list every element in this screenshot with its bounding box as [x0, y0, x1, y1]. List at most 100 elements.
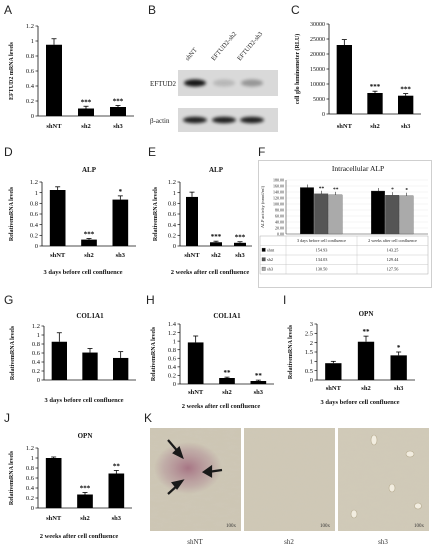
- chart-h-col1a1-2weeks: COL1A1 00.2 0.4 0.60.8 11.2 1.4 RelativemRNA l…: [151, 312, 274, 410]
- micrograph-label-sh2: sh2: [284, 538, 294, 546]
- significance-label: **: [333, 187, 339, 193]
- y-tick-label: 160.00: [273, 184, 284, 189]
- y-tick-label: 0.8: [26, 465, 34, 472]
- y-tick-label: 1: [31, 455, 34, 462]
- y-tick-label: 5000: [313, 97, 325, 103]
- legend-swatch: [261, 247, 266, 252]
- y-tick-label: 0.2: [30, 233, 38, 240]
- x-category-label: sh2: [81, 123, 90, 130]
- bar: [186, 196, 198, 246]
- y-tick-label: 0.6: [26, 68, 35, 75]
- bar: [81, 239, 97, 246]
- bar: [108, 473, 125, 508]
- panel-label-h: H: [146, 293, 155, 307]
- data-table-cell: 130.50: [316, 267, 328, 272]
- x-category-label: sh2: [361, 385, 370, 392]
- bar: [357, 341, 375, 380]
- significance-label: *: [405, 188, 408, 194]
- micrograph-sh3: 100x: [338, 428, 429, 531]
- y-tick-label: 0.4: [32, 359, 41, 366]
- significance-label: *: [397, 344, 401, 352]
- y-tick-label: 0.8: [32, 341, 40, 348]
- y-tick-label: 0.6: [32, 350, 41, 357]
- y-tick-label: 0.2: [168, 373, 176, 380]
- panel-label-b: B: [148, 3, 157, 17]
- x-category-label: sh3: [254, 389, 264, 396]
- micrograph-label-sh3: sh3: [378, 538, 388, 546]
- y-tick-label: 1.2: [30, 179, 38, 186]
- y-tick-label: 40.00: [275, 220, 284, 225]
- y-tick-label: 0.6: [168, 211, 177, 218]
- data-table-cell: 143.25: [387, 248, 399, 253]
- micrograph-scale-label: 100x: [320, 524, 331, 529]
- bar: [112, 199, 129, 246]
- x-category-label: sh2: [84, 252, 93, 259]
- bar: [46, 44, 62, 116]
- chart-g-col1a1-3days: COL1A1 0 0.2 0.4 0.6 0.8 1 1.2 RelativemRNA leve…: [10, 312, 136, 404]
- y-tick-label: 10000: [310, 82, 325, 88]
- blot-row-label-actin: β-actin: [150, 117, 170, 125]
- x-category-label: 3 days before cell confluence: [297, 238, 346, 243]
- bar: [210, 242, 222, 246]
- bar: [336, 45, 352, 114]
- panel-label-a: A: [4, 3, 13, 17]
- bar: [250, 381, 267, 384]
- y-tick-label: 80.00: [275, 208, 284, 213]
- significance-label: ***: [81, 98, 92, 106]
- x-category-label: shNT: [337, 123, 353, 130]
- micrograph-scale-label: 100x: [226, 524, 237, 529]
- blot-lane-label: shNT: [184, 47, 199, 63]
- x-category-label: sh2: [211, 252, 220, 259]
- x-category-label: sh3: [401, 123, 411, 130]
- bar: [398, 95, 414, 114]
- x-category-label: sh2: [80, 515, 89, 522]
- x-category-label: shNT: [50, 252, 66, 259]
- y-tick-label: 0.4: [26, 83, 35, 90]
- blot-lane-label: EFTUD2-sh3: [236, 31, 264, 63]
- blot-band-eftud2: [213, 79, 235, 87]
- chart-title: OPN: [78, 432, 93, 440]
- significance-label: ***: [370, 83, 381, 91]
- x-axis-label: 2 weeks after cell confluence: [182, 403, 261, 410]
- chart-j-opn-2weeks: OPN 0 0.2 0.4 0.6 0.8 1 1.2 RelativemRNA levels s…: [9, 432, 132, 540]
- chart-c-cell-glo: 0 5000 10000 15000 20000 25000 30000 cell glo l…: [294, 22, 421, 130]
- y-tick-label: 0.2: [26, 495, 34, 502]
- chart-i-opn-3days: OPN 0 0.5 1 1.5 2 2.5 3 RelativemRNA levels shNT *…: [288, 310, 415, 406]
- blot-band-actin: [240, 116, 264, 124]
- x-category-label: shNT: [46, 123, 62, 130]
- bar: [367, 93, 383, 114]
- y-tick-label: 0.4: [30, 222, 39, 229]
- micrograph-label-shnt: shNT: [187, 538, 203, 546]
- y-tick-label: 0.6: [168, 355, 177, 362]
- y-tick-label: 0.5: [305, 368, 313, 375]
- chart-f-intracellular-alp: Intracellular ALP 0.0020.0040.0060.0080.0…: [258, 160, 432, 288]
- y-tick-label: 1: [37, 332, 40, 339]
- bar: [187, 342, 204, 384]
- y-tick-label: 1.2: [168, 330, 176, 337]
- significance-label: *: [391, 187, 394, 193]
- chart-title: COL1A1: [76, 312, 104, 320]
- y-axis-label: RelativemRNA levels: [153, 186, 159, 241]
- x-category-label: shNT: [326, 385, 342, 392]
- x-category-label: sh3: [235, 252, 245, 259]
- panel-label-j: J: [4, 411, 10, 425]
- y-tick-label: 0.4: [26, 485, 35, 492]
- significance-label: *: [119, 188, 123, 196]
- y-tick-label: 0: [35, 243, 38, 250]
- y-axis-label: RelativemRNA levels: [151, 326, 157, 381]
- y-tick-label: 0: [31, 505, 34, 512]
- x-axis-label: 2 weeks after cell confluence: [171, 269, 250, 276]
- significance-label: **: [255, 372, 263, 380]
- significance-label: ***: [80, 485, 91, 493]
- y-axis-label: cell glo luminometer (RLU): [294, 34, 301, 104]
- panel-label-e: E: [148, 145, 157, 159]
- bar: [385, 195, 400, 235]
- significance-label: **: [363, 328, 371, 336]
- micrograph-panel: 100x 100x 100x shNT sh2 sh3: [148, 426, 432, 548]
- legend-swatch: [261, 257, 266, 262]
- x-category-label: shNT: [184, 252, 200, 259]
- y-tick-label: 2: [310, 340, 313, 347]
- y-tick-label: 0.6: [26, 475, 35, 482]
- y-tick-label: 0.8: [26, 53, 34, 60]
- significance-label: ***: [84, 231, 95, 239]
